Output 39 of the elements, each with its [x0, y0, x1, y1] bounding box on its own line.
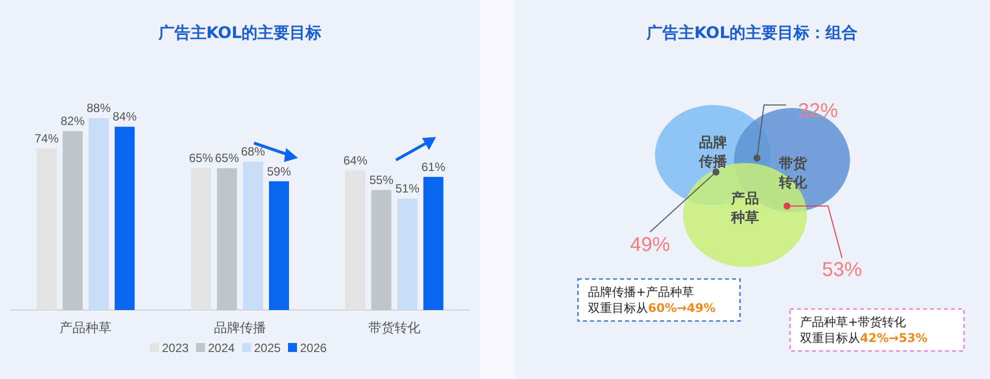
text: 产品种草+带货转化	[800, 315, 906, 329]
data-label: 88%	[86, 101, 111, 115]
x-tick-label: 产品种草	[60, 321, 112, 336]
data-label: 68%	[240, 144, 266, 159]
data-label: 65%	[188, 151, 214, 166]
text: 广告主KOL的主要目标：组合	[645, 23, 858, 42]
bar	[345, 170, 366, 310]
text: 双重目标从42%→53%	[800, 331, 928, 345]
data-label: 65%	[214, 151, 240, 166]
text: 双重目标从60%→49%	[588, 301, 716, 315]
data-label: 82%	[60, 114, 85, 128]
legend-label: 2024	[208, 341, 236, 355]
data-label: 59%	[266, 164, 292, 178]
bar	[269, 181, 289, 310]
bar	[114, 126, 135, 310]
category-label: 品牌传播	[698, 135, 728, 170]
legend-label: 2026	[300, 341, 328, 355]
chart-title: 广告主KOL的主要目标	[157, 23, 322, 42]
text: 品牌传播+产品种草	[588, 285, 694, 299]
text: 49%	[630, 234, 670, 256]
data-label: 64%	[343, 153, 368, 168]
category-label: 产品种草	[730, 190, 759, 226]
legend-label: 2025	[254, 341, 282, 355]
bar	[191, 168, 211, 310]
text: 53%	[822, 259, 862, 281]
data-label: 84%	[112, 110, 137, 124]
legend-label: 2023	[162, 341, 190, 355]
data-label: 74%	[34, 132, 59, 146]
x-tick-label: 品牌传播	[214, 321, 266, 336]
data-label: 61%	[421, 160, 446, 174]
bar	[423, 176, 444, 310]
bar	[397, 198, 418, 310]
data-label: 51%	[395, 182, 420, 196]
bar	[243, 162, 263, 310]
bar	[88, 118, 109, 310]
data-label: 55%	[369, 173, 394, 187]
bar	[36, 148, 57, 310]
x-tick-label: 带货转化	[368, 321, 420, 336]
category-label: 带货转化	[778, 156, 808, 191]
